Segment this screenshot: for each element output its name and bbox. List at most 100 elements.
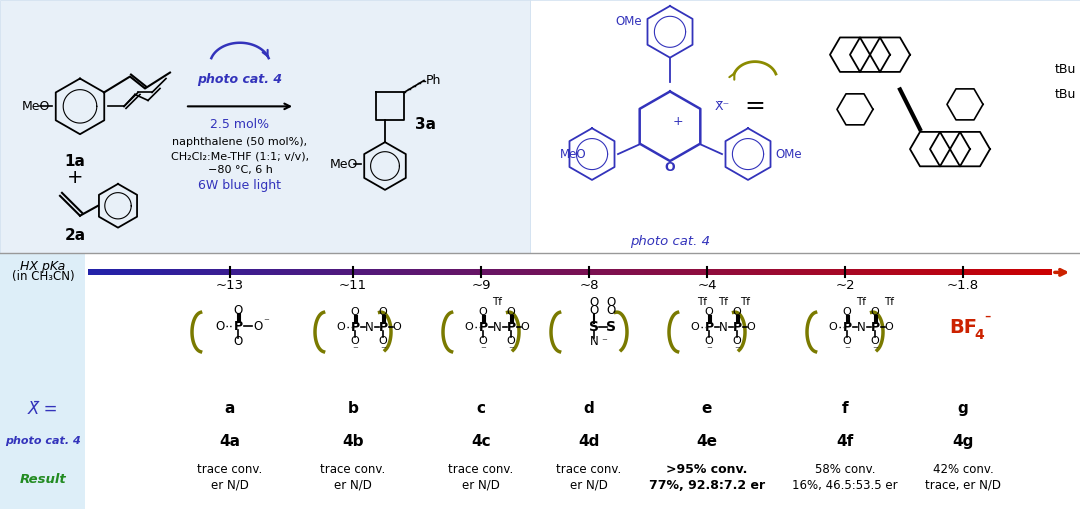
Text: d: d xyxy=(583,401,594,416)
Text: 4a: 4a xyxy=(219,434,241,449)
Text: O: O xyxy=(507,307,515,317)
Text: O: O xyxy=(478,336,487,346)
Text: O: O xyxy=(690,322,700,332)
Text: b: b xyxy=(348,401,359,416)
Text: O: O xyxy=(351,307,360,317)
Text: ⁻: ⁻ xyxy=(845,345,850,355)
Text: a: a xyxy=(225,401,235,416)
Text: 2a: 2a xyxy=(65,228,85,243)
Text: 1a: 1a xyxy=(65,154,85,168)
Text: Tf: Tf xyxy=(856,297,866,307)
Text: ~11: ~11 xyxy=(339,279,367,292)
Text: N: N xyxy=(718,321,727,333)
Text: P: P xyxy=(842,321,851,333)
Text: +: + xyxy=(67,168,83,187)
Text: O: O xyxy=(351,336,360,346)
Text: Tf: Tf xyxy=(697,297,707,307)
Text: 4g: 4g xyxy=(953,434,974,449)
Text: photo cat. 4: photo cat. 4 xyxy=(198,73,283,86)
Text: (in CH₃CN): (in CH₃CN) xyxy=(12,270,75,283)
Text: ~8: ~8 xyxy=(579,279,598,292)
Text: P: P xyxy=(478,321,487,333)
Text: O: O xyxy=(704,307,714,317)
Text: ⁻: ⁻ xyxy=(872,345,878,355)
Text: ¯: ¯ xyxy=(983,315,991,333)
Text: 3a: 3a xyxy=(415,117,435,132)
Text: S: S xyxy=(606,320,616,334)
Text: O: O xyxy=(478,307,487,317)
Text: ⁻: ⁻ xyxy=(508,345,514,355)
Text: O: O xyxy=(233,304,243,317)
Text: trace, er N/D: trace, er N/D xyxy=(924,478,1001,492)
Text: trace conv.: trace conv. xyxy=(556,463,622,476)
Text: >95% conv.: >95% conv. xyxy=(666,463,747,476)
Text: O: O xyxy=(885,322,893,332)
Text: trace conv.: trace conv. xyxy=(448,463,514,476)
Text: O: O xyxy=(606,296,616,308)
Text: X̄⁻: X̄⁻ xyxy=(714,100,730,113)
Text: ⁻: ⁻ xyxy=(481,345,486,355)
Text: ~1.8: ~1.8 xyxy=(947,279,980,292)
Text: O: O xyxy=(828,322,837,332)
Text: er N/D: er N/D xyxy=(334,478,372,492)
Text: tBu: tBu xyxy=(1055,63,1077,76)
Text: ⁻: ⁻ xyxy=(380,345,386,355)
Text: 4d: 4d xyxy=(578,434,599,449)
Text: P: P xyxy=(233,320,243,332)
Text: S: S xyxy=(589,320,599,334)
Text: HX pKa: HX pKa xyxy=(21,260,66,273)
Text: O: O xyxy=(393,322,402,332)
Text: P: P xyxy=(378,321,388,333)
Text: er N/D: er N/D xyxy=(211,478,248,492)
Text: Tf: Tf xyxy=(718,297,728,307)
Text: ⁻: ⁻ xyxy=(734,345,740,355)
Text: 4f: 4f xyxy=(836,434,853,449)
Text: MeO: MeO xyxy=(330,157,359,171)
Text: O: O xyxy=(215,320,225,332)
Text: naphthalene (50 mol%),: naphthalene (50 mol%), xyxy=(173,137,308,147)
Text: O: O xyxy=(590,304,598,317)
Text: ⁻: ⁻ xyxy=(264,317,269,327)
Text: 16%, 46.5:53.5 er: 16%, 46.5:53.5 er xyxy=(793,478,897,492)
Text: O: O xyxy=(464,322,473,332)
Text: 4e: 4e xyxy=(697,434,717,449)
Text: er N/D: er N/D xyxy=(462,478,500,492)
Text: 77%, 92.8:7.2 er: 77%, 92.8:7.2 er xyxy=(649,478,765,492)
Text: O: O xyxy=(521,322,529,332)
Text: ⁻: ⁻ xyxy=(706,345,712,355)
Text: O: O xyxy=(870,336,879,346)
FancyBboxPatch shape xyxy=(530,0,1080,253)
Text: +: + xyxy=(673,115,684,128)
Text: O: O xyxy=(233,335,243,349)
Text: O: O xyxy=(254,320,262,332)
Text: O: O xyxy=(704,336,714,346)
Text: c: c xyxy=(476,401,486,416)
Text: photo cat. 4: photo cat. 4 xyxy=(630,235,710,248)
Text: O: O xyxy=(842,336,851,346)
Text: O: O xyxy=(842,307,851,317)
Text: O: O xyxy=(606,304,616,317)
Text: O: O xyxy=(746,322,755,332)
Text: Tf: Tf xyxy=(492,297,502,307)
Text: O: O xyxy=(337,322,346,332)
Text: Ph: Ph xyxy=(426,74,442,87)
Text: 4: 4 xyxy=(974,328,984,342)
Text: O: O xyxy=(590,296,598,308)
Text: N: N xyxy=(856,321,865,333)
Text: O: O xyxy=(664,161,675,175)
FancyBboxPatch shape xyxy=(0,253,85,509)
Text: O: O xyxy=(507,336,515,346)
Text: trace conv.: trace conv. xyxy=(198,463,262,476)
Text: O: O xyxy=(732,336,741,346)
Text: ~4: ~4 xyxy=(698,279,717,292)
Text: CH₂Cl₂:Me-THF (1:1; v/v),: CH₂Cl₂:Me-THF (1:1; v/v), xyxy=(171,151,309,161)
Text: O: O xyxy=(732,307,741,317)
Text: MeO: MeO xyxy=(22,100,51,113)
Text: ~2: ~2 xyxy=(835,279,854,292)
Text: tBu: tBu xyxy=(1055,88,1077,101)
Text: Tf: Tf xyxy=(885,297,894,307)
Text: ~9: ~9 xyxy=(471,279,490,292)
Text: f: f xyxy=(841,401,848,416)
Text: ⁻: ⁻ xyxy=(602,337,607,347)
Text: e: e xyxy=(702,401,712,416)
